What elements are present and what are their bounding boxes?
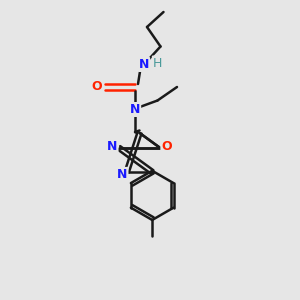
Text: N: N [107, 140, 118, 153]
Text: N: N [130, 103, 140, 116]
Text: H: H [153, 56, 162, 70]
Text: O: O [91, 80, 102, 94]
Text: N: N [117, 168, 128, 181]
Text: N: N [139, 58, 149, 71]
Text: O: O [161, 140, 172, 153]
